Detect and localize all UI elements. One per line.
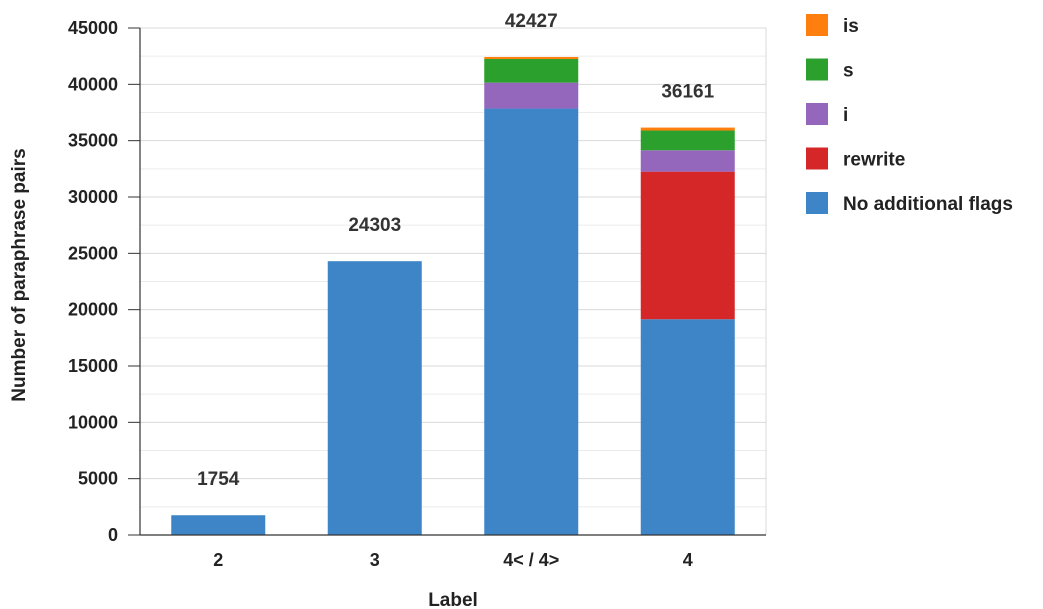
bar-segment xyxy=(640,319,735,535)
bar-segment xyxy=(484,56,579,59)
bar-total-label: 1754 xyxy=(197,469,240,490)
bar-segment xyxy=(484,82,579,109)
y-tick-label: 40000 xyxy=(68,74,118,94)
x-axis-title: Label xyxy=(428,590,478,609)
bar-segment xyxy=(171,515,266,535)
y-tick-labels: 0 5000 10000 15000 20000 25000 30000 35000 40000… xyxy=(68,18,118,545)
legend: is s i rewrite No additional flags xyxy=(806,14,1013,215)
bar-segment xyxy=(640,130,735,151)
bar-segment xyxy=(484,108,579,535)
bar-segment xyxy=(640,127,735,131)
legend-label: s xyxy=(843,61,854,82)
bar-segment xyxy=(484,58,579,83)
y-tick-label: 45000 xyxy=(68,18,118,38)
legend-label: i xyxy=(843,105,848,126)
legend-label: rewrite xyxy=(843,150,905,171)
bar-stacks xyxy=(171,56,735,535)
y-tick-label: 25000 xyxy=(68,243,118,263)
y-axis-title: Number of paraphrase pairs xyxy=(9,148,30,401)
x-tick-label: 4 xyxy=(683,550,693,570)
legend-swatch xyxy=(806,103,828,125)
axes xyxy=(128,27,766,536)
y-tick-label: 10000 xyxy=(68,412,118,432)
legend-swatch xyxy=(806,147,828,170)
legend-swatch xyxy=(806,192,828,214)
y-tick-label: 0 xyxy=(108,525,118,545)
x-tick-labels: 2 3 4< / 4> 4 xyxy=(213,550,693,570)
y-tick-label: 20000 xyxy=(68,300,118,320)
legend-label: is xyxy=(843,16,859,37)
y-tick-label: 35000 xyxy=(68,131,118,151)
bar-total-label: 24303 xyxy=(348,215,401,236)
legend-swatch xyxy=(806,14,828,36)
legend-label: No additional flags xyxy=(843,194,1013,215)
x-tick-label: 4< / 4> xyxy=(503,550,559,570)
bar-total-labels: 1754 24303 42427 36161 xyxy=(197,11,714,490)
bar-total-label: 42427 xyxy=(505,11,558,32)
x-tick-label: 3 xyxy=(370,550,380,570)
bar-total-label: 36161 xyxy=(661,82,714,103)
legend-swatch xyxy=(806,58,828,81)
y-tick-label: 30000 xyxy=(68,187,118,207)
bar-segment xyxy=(327,261,422,535)
x-tick-label: 2 xyxy=(213,550,223,570)
y-tick-label: 5000 xyxy=(78,469,118,489)
bar-segment xyxy=(640,171,735,320)
y-tick-label: 15000 xyxy=(68,356,118,376)
bar-segment xyxy=(640,150,735,172)
